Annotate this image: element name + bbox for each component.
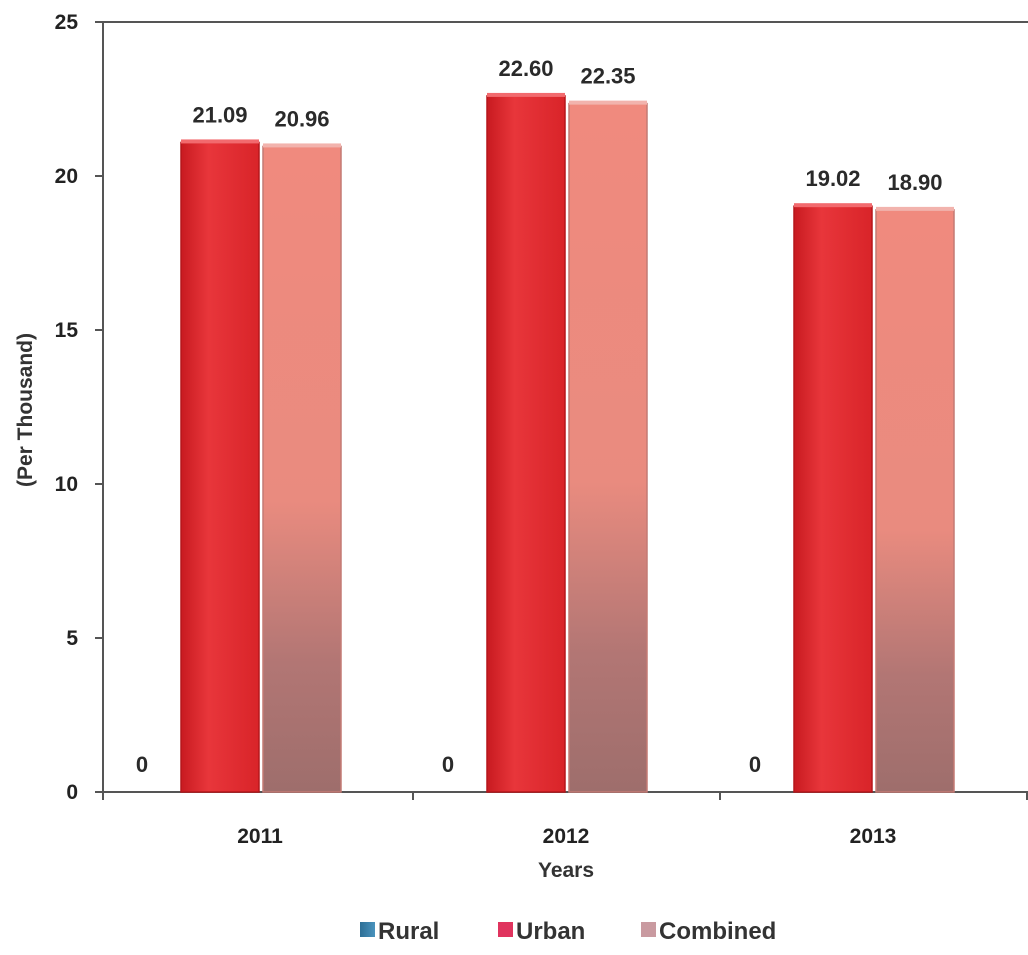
data-label-combined-2013: 18.90 [887,170,942,195]
y-tick-label: 15 [55,319,79,342]
y-tick-label: 0 [66,781,78,804]
y-tick-label: 20 [55,165,78,188]
y-axis-title: (Per Thousand) [14,333,37,487]
data-label-urban-2013: 19.02 [805,166,860,191]
bar-cap-combined-2012 [569,100,647,105]
bar-urban-2011 [180,141,260,793]
data-label-urban-2012: 22.60 [498,56,553,81]
legend-label-urban: Urban [516,918,585,945]
x-tick-label-2013: 2013 [850,825,897,848]
legend-swatch-urban [498,922,513,937]
y-tick-label: 10 [55,473,78,496]
legend-swatch-combined [641,922,656,937]
y-tick-label: 5 [66,627,78,650]
bar-urban-2012 [486,95,566,793]
x-tick-label-2011: 2011 [237,825,283,848]
legend-label-combined: Combined [659,918,776,945]
legend-swatch-rural [360,922,375,937]
data-label-rural-2012: 0 [442,752,454,777]
data-label-combined-2011: 20.96 [274,106,329,131]
bar-urban-2013 [793,205,873,793]
data-label-urban-2011: 21.09 [192,102,247,127]
legend-label-rural: Rural [378,918,439,945]
bar-cap-combined-2013 [876,206,954,211]
data-labels: 0 21.09 20.96 0 22.60 22.35 0 19.02 18.90 [136,56,943,777]
x-tick-label-2012: 2012 [543,825,590,848]
legend: Rural Urban Combined [360,918,776,945]
bars [180,92,955,793]
x-axis-ticks [102,792,1028,800]
bar-combined-2013 [875,209,955,793]
y-tick-label: 25 [55,11,79,34]
bar-cap-combined-2011 [263,143,341,148]
bar-cap-urban-2011 [181,139,259,144]
bar-cap-urban-2013 [794,203,872,208]
bar-combined-2012 [568,102,648,793]
bar-cap-urban-2012 [487,92,565,97]
bar-combined-2011 [262,145,342,793]
category-labels: 2011 2012 2013 [237,825,896,848]
data-label-rural-2013: 0 [749,752,761,777]
data-label-combined-2012: 22.35 [580,64,635,89]
x-axis-title: Years [538,859,594,882]
y-axis-ticks: 0 5 10 15 20 25 [55,11,103,804]
data-label-rural-2011: 0 [136,752,148,777]
